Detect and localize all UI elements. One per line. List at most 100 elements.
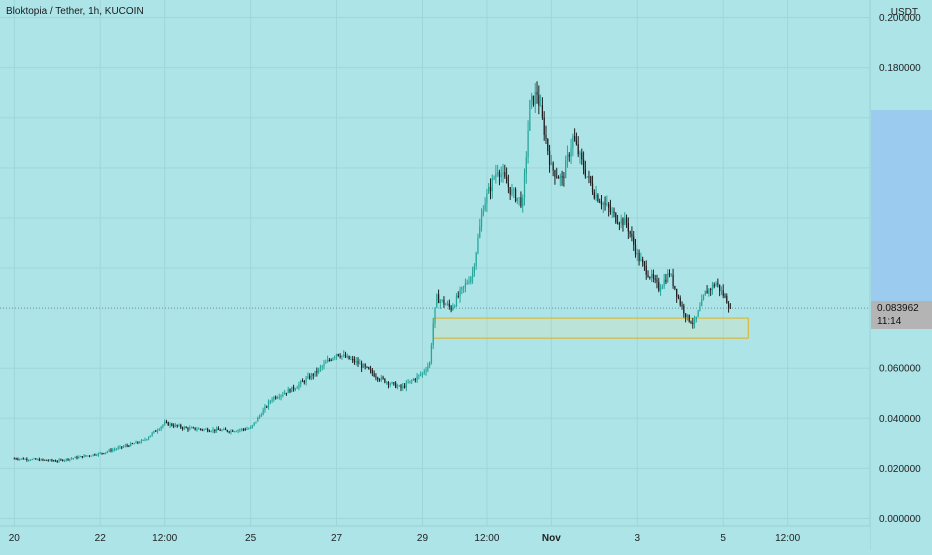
candle-body [563,176,565,179]
candle-body [636,252,638,255]
candle-body [301,381,304,383]
candle-body [352,359,354,361]
candle-body [375,376,377,378]
grid-lines [0,0,870,526]
candle-body [479,226,481,238]
candle-body [394,382,397,388]
candle-body [681,304,683,306]
candle-body [547,138,549,151]
candle-body [561,176,563,178]
candle-body [194,427,196,430]
candle-body [242,428,245,430]
candle-body [26,458,28,461]
candle-body [17,459,19,461]
candle-body [616,222,619,224]
candle-body [210,431,212,433]
candle-body [402,385,404,389]
candle-body [624,217,626,226]
candle-body [344,354,347,358]
candle-body [97,453,100,456]
candle-body [31,459,33,461]
candle-body [658,282,660,291]
candle-body [468,282,470,284]
candle-body [541,105,544,118]
candle-body [139,442,141,444]
candle-body [378,379,381,381]
candle-body [475,252,477,267]
candle-body [529,100,531,131]
candle-body [214,429,216,432]
candle-body [599,201,601,203]
candle-body [51,459,53,461]
candle-body [284,392,286,395]
candle-body [224,429,227,431]
candle-body [667,273,669,283]
candle-body [212,429,214,432]
candle-body [597,194,599,202]
candle-body [187,427,189,430]
candle-body [520,197,522,207]
candle-body [491,178,493,192]
candle-body [285,392,288,394]
candle-body [550,162,552,165]
candle-body [659,288,662,291]
candle-body [219,429,221,431]
candle-body [307,375,309,379]
candle-body [377,377,379,380]
candle-body [255,421,257,423]
candle-body [60,459,62,461]
candle-body [425,370,427,372]
candle-body [355,360,357,363]
support-zone-layer [432,317,749,339]
candle-body [586,176,588,178]
candle-body [269,401,271,403]
candle-body [362,364,365,368]
candle-body [155,430,157,432]
candle-body [380,377,382,381]
candle-body [162,424,164,427]
candle-body [22,458,24,460]
candle-body [287,389,289,394]
candle-body [108,449,110,452]
candle-body [509,187,511,195]
candle-body [29,459,32,461]
candle-body [343,354,345,356]
candle-body [582,159,585,170]
candle-body [49,459,51,461]
candle-body [566,154,569,161]
candle-body [221,429,223,431]
candle-body [119,446,121,448]
candle-body [371,370,373,374]
candle-body [507,183,510,188]
candle-body [389,383,391,385]
candle-body [396,386,399,388]
candle-body [196,429,198,431]
candle-body [366,366,368,368]
candle-body [62,459,64,461]
candle-body [500,174,502,177]
candle-body [237,430,239,432]
candle-body [65,458,67,461]
candle-body [314,370,316,376]
candle-body [593,192,595,199]
symbol-title: Bloktopia / Tether, 1h, KUCOIN [6,6,144,17]
candle-body [729,307,731,309]
candle-body [106,451,109,453]
candle-body [205,428,207,430]
candle-body [113,449,116,451]
candle-body [522,197,524,207]
candle-body [579,152,581,155]
candle-body [523,173,526,198]
x-tick-label: 3 [635,533,641,544]
candle-body [282,394,284,396]
candle-body [466,283,468,285]
candle-body [341,355,343,358]
candle-body [532,95,535,105]
y-tick-label: 0.000000 [879,514,921,525]
candle-body [335,354,338,357]
candle-body [423,371,425,373]
candle-body [429,362,431,367]
candle-body [690,321,692,324]
